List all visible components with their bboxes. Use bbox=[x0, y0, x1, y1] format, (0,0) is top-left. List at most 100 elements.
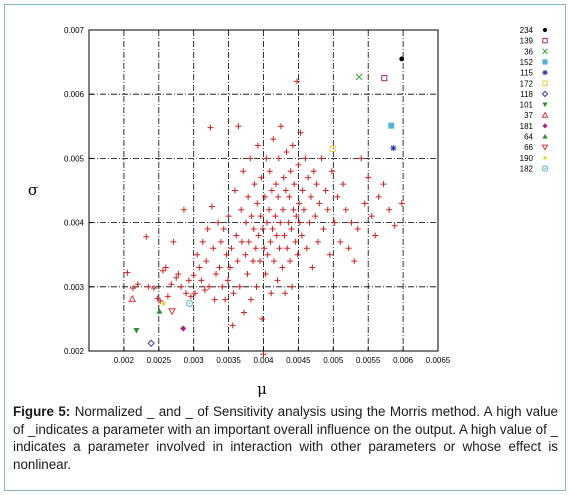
data-point-40 bbox=[220, 226, 227, 233]
data-point-41 bbox=[222, 296, 229, 303]
point-182 bbox=[186, 299, 194, 307]
legend-label-152: 152 bbox=[520, 58, 534, 67]
legend-marker-182 bbox=[541, 165, 549, 172]
point-181 bbox=[180, 325, 187, 332]
data-point-1 bbox=[124, 269, 131, 276]
x-tick-label-2: 0.003 bbox=[184, 356, 205, 365]
data-point-81 bbox=[262, 270, 269, 277]
data-point-133 bbox=[306, 219, 313, 226]
data-point-8 bbox=[157, 297, 164, 304]
data-point-138 bbox=[313, 181, 320, 188]
data-point-145 bbox=[326, 251, 333, 258]
data-point-137 bbox=[312, 213, 319, 220]
data-point-67 bbox=[250, 226, 257, 233]
data-point-102 bbox=[279, 264, 286, 271]
data-point-92 bbox=[270, 258, 277, 265]
data-point-157 bbox=[361, 200, 368, 207]
point-37 bbox=[128, 294, 137, 302]
legend-marker-172 bbox=[542, 80, 548, 86]
legend-marker-37 bbox=[541, 111, 549, 118]
data-point-71 bbox=[254, 200, 261, 207]
legend-marker-152 bbox=[542, 59, 548, 65]
data-point-74 bbox=[257, 258, 264, 265]
data-point-109 bbox=[284, 245, 291, 252]
data-point-6 bbox=[150, 285, 157, 292]
data-point-146 bbox=[328, 168, 335, 175]
data-point-66 bbox=[250, 258, 257, 265]
caption-label: Figure 5: bbox=[13, 404, 71, 419]
point-36 bbox=[355, 73, 363, 81]
data-point-122 bbox=[294, 251, 301, 258]
point-234 bbox=[399, 56, 405, 62]
data-point-31 bbox=[207, 124, 214, 131]
data-point-96 bbox=[274, 277, 281, 284]
data-point-52 bbox=[235, 123, 242, 130]
data-point-35 bbox=[213, 270, 220, 277]
data-point-161 bbox=[375, 193, 382, 200]
data-point-141 bbox=[318, 155, 325, 162]
data-point-119 bbox=[292, 238, 299, 245]
data-point-136 bbox=[310, 168, 317, 175]
data-point-64 bbox=[247, 296, 254, 303]
data-point-106 bbox=[282, 290, 289, 297]
data-point-131 bbox=[303, 245, 310, 252]
data-point-84 bbox=[264, 251, 271, 258]
data-point-140 bbox=[316, 200, 323, 207]
data-point-18 bbox=[183, 290, 190, 297]
data-point-42 bbox=[223, 251, 230, 258]
data-point-160 bbox=[372, 232, 379, 239]
data-point-97 bbox=[275, 193, 282, 200]
data-point-5 bbox=[145, 283, 152, 290]
data-point-129 bbox=[300, 206, 307, 213]
data-point-23 bbox=[194, 251, 201, 258]
data-point-85 bbox=[266, 206, 273, 213]
data-point-32 bbox=[208, 203, 215, 210]
data-point-93 bbox=[272, 213, 279, 220]
data-point-30 bbox=[206, 283, 213, 290]
data-point-139 bbox=[314, 238, 321, 245]
x-tick-label-0: 0.002 bbox=[114, 356, 135, 365]
data-point-70 bbox=[253, 283, 260, 290]
data-point-144 bbox=[324, 206, 331, 213]
y-tick-label-0: 0.002 bbox=[64, 347, 85, 356]
legend-marker-190 bbox=[542, 154, 548, 161]
x-axis-title: μ bbox=[257, 380, 267, 398]
data-point-155 bbox=[354, 226, 361, 233]
legend-label-64: 64 bbox=[524, 133, 533, 142]
y-axis-title: σ bbox=[28, 181, 38, 199]
data-point-56 bbox=[240, 168, 247, 175]
x-tick-label-6: 0.005 bbox=[323, 356, 344, 365]
data-point-150 bbox=[340, 181, 347, 188]
point-101 bbox=[133, 328, 140, 334]
data-point-17 bbox=[180, 206, 187, 213]
caption-text: Normalized _ and _ of Sensitivity analys… bbox=[13, 404, 558, 472]
data-point-113 bbox=[287, 168, 294, 175]
y-tick-label-3: 0.005 bbox=[64, 154, 85, 163]
data-point-43 bbox=[224, 277, 231, 284]
data-point-112 bbox=[287, 258, 294, 265]
y-tick-label-5: 0.007 bbox=[64, 26, 85, 35]
data-point-73 bbox=[255, 232, 262, 239]
data-point-158 bbox=[365, 174, 372, 181]
data-point-26 bbox=[199, 238, 206, 245]
data-point-127 bbox=[298, 232, 305, 239]
x-tick-label-9: 0.0065 bbox=[426, 356, 451, 365]
legend-marker-66 bbox=[541, 144, 549, 151]
data-point-53 bbox=[236, 283, 243, 290]
data-point-34 bbox=[211, 296, 218, 303]
data-point-24 bbox=[196, 264, 203, 271]
data-point-28 bbox=[203, 258, 210, 265]
data-point-14 bbox=[173, 274, 180, 281]
legend-marker-139 bbox=[542, 37, 548, 44]
data-point-75 bbox=[257, 213, 264, 220]
data-point-72 bbox=[254, 142, 261, 149]
data-point-3 bbox=[134, 281, 141, 288]
data-point-105 bbox=[281, 232, 288, 239]
data-point-115 bbox=[289, 283, 296, 290]
data-point-51 bbox=[234, 258, 241, 265]
legend-label-181: 181 bbox=[520, 122, 534, 131]
data-point-132 bbox=[305, 174, 312, 181]
data-point-2 bbox=[129, 285, 136, 292]
